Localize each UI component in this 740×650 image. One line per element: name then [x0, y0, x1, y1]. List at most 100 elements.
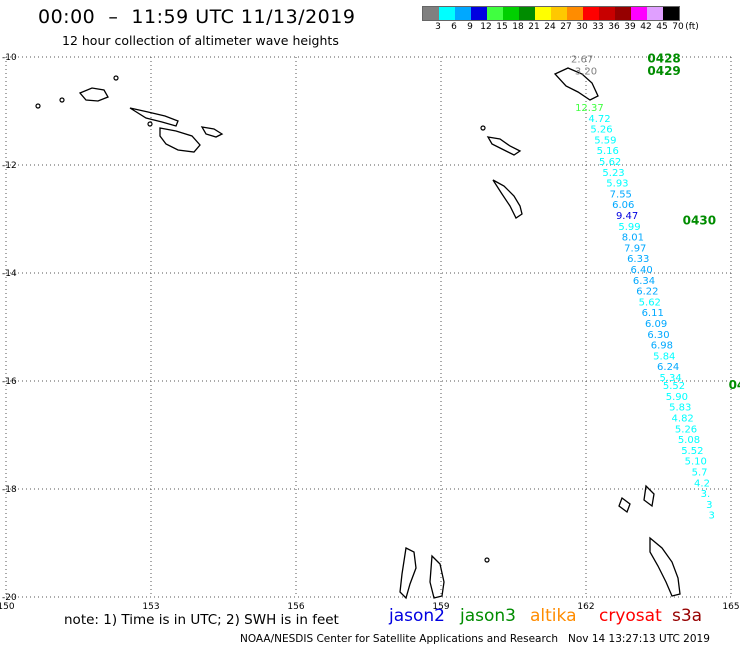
- lon-tick-label: 150: [0, 602, 15, 612]
- wave-height-label: 3.: [701, 489, 711, 500]
- satellite-jason2: jason2: [389, 606, 445, 626]
- wave-height-label: 4.72: [588, 114, 610, 125]
- wave-height-label: 12.37: [575, 103, 604, 114]
- legend-swatch: [663, 7, 679, 20]
- coastline: [159, 127, 201, 153]
- legend-swatch: [535, 7, 551, 20]
- wave-height-label: 5.34: [659, 373, 681, 384]
- coastline: [200, 126, 224, 138]
- wave-height-label: 5.62: [639, 297, 661, 308]
- wave-height-label: 8.01: [622, 233, 644, 244]
- legend-swatch: [519, 7, 535, 20]
- legend-label: 42: [640, 22, 652, 32]
- credit-line: NOAA/NESDIS Center for Satellite Applica…: [240, 633, 710, 645]
- coastline: [399, 547, 417, 600]
- legend-label: 18: [512, 22, 524, 32]
- legend-label: 6: [451, 22, 457, 32]
- coastline: [618, 496, 631, 514]
- lon-tick-label: 153: [142, 602, 159, 612]
- pass-time-label: 0430: [683, 213, 716, 227]
- coastline: [129, 107, 179, 127]
- wave-height-label: 7.55: [610, 189, 632, 200]
- map-subtitle: 12 hour collection of altimeter wave hei…: [62, 33, 339, 48]
- legend-swatch: [455, 7, 471, 20]
- wave-height-label: 5.59: [594, 135, 616, 146]
- wave-height-label: 3: [706, 500, 712, 511]
- legend-unit: (ft): [685, 22, 699, 32]
- legend-labels: 3 6 9 12 15 18 21 24 27 30 33 36 39 42 45 70 (ft): [422, 21, 699, 33]
- wave-height-label: 5.26: [675, 424, 697, 435]
- legend-swatch: [487, 7, 503, 20]
- coastline: [492, 179, 523, 219]
- color-legend: 3 6 9 12 15 18 21 24 27 30 33 36 39 42 45 70 (ft): [422, 6, 699, 33]
- wave-height-label: 6.33: [627, 254, 649, 265]
- legend-label: 39: [624, 22, 636, 32]
- wave-height-label: 5.16: [597, 146, 619, 157]
- wave-height-label: 3.20: [575, 66, 597, 77]
- legend-label: 70: [672, 22, 684, 32]
- legend-swatch: [551, 7, 567, 20]
- islet: [113, 75, 119, 81]
- coastline: [78, 87, 109, 102]
- legend-label: 27: [560, 22, 572, 32]
- satellite-s3a: s3a: [672, 606, 703, 626]
- wave-height-label: 9.47: [616, 211, 638, 222]
- lat-tick-label: -12: [2, 161, 17, 171]
- wave-height-label: 6.34: [633, 276, 655, 287]
- wave-height-label: 4.82: [672, 414, 694, 425]
- legend-swatch: [647, 7, 663, 20]
- legend-swatch: [583, 7, 599, 20]
- legend-swatch: [567, 7, 583, 20]
- legend-label: 24: [544, 22, 556, 32]
- legend-label: 15: [496, 22, 508, 32]
- wave-height-label: 4.2: [694, 478, 710, 489]
- wave-height-label: 5.62: [599, 157, 621, 168]
- legend-label: 33: [592, 22, 604, 32]
- wave-height-label: 6.06: [612, 200, 634, 211]
- satellite-cryosat: cryosat: [599, 606, 662, 626]
- wave-height-label: 5.99: [618, 222, 640, 233]
- wave-height-label: 5.83: [669, 403, 691, 414]
- legend-label: 45: [656, 22, 668, 32]
- legend-swatch: [615, 7, 631, 20]
- wave-height-label: 7.97: [624, 243, 646, 254]
- wave-height-label: 5.90: [666, 392, 688, 403]
- lon-tick-label: 162: [577, 602, 594, 612]
- wave-height-label: 6.22: [636, 287, 658, 298]
- lat-tick-label: -16: [2, 377, 17, 387]
- wave-height-label: 6.30: [647, 330, 669, 341]
- coastline: [649, 536, 681, 597]
- coastline: [429, 554, 445, 599]
- wave-height-label: 5.10: [685, 457, 707, 468]
- pass-time-label: 0429: [647, 64, 680, 78]
- legend-label: 3: [435, 22, 441, 32]
- satellite-jason3: jason3: [460, 606, 516, 626]
- legend-swatch: [471, 7, 487, 20]
- wave-height-label: 5.84: [653, 351, 675, 362]
- islet: [484, 557, 490, 563]
- legend-swatch: [599, 7, 615, 20]
- wave-height-label: 5.7: [692, 468, 708, 479]
- wave-height-label: 2.67: [571, 54, 593, 65]
- legend-swatch: [423, 7, 439, 20]
- islet: [35, 103, 41, 109]
- legend-label: 21: [528, 22, 540, 32]
- lon-tick-label: 156: [287, 602, 304, 612]
- coastline: [486, 136, 522, 156]
- wave-height-label: 6.09: [645, 319, 667, 330]
- lon-tick-label: 165: [722, 602, 739, 612]
- wave-height-label: 5.52: [681, 446, 703, 457]
- legend-swatch: [503, 7, 519, 20]
- legend-label: 9: [467, 22, 473, 32]
- pass-time-label: 04: [729, 378, 740, 392]
- lon-tick-label: 159: [432, 602, 449, 612]
- legend-label: 36: [608, 22, 620, 32]
- wave-height-label: 5.23: [602, 168, 624, 179]
- legend-swatch: [631, 7, 647, 20]
- islet: [59, 97, 65, 103]
- lat-tick-label: -18: [2, 485, 17, 495]
- map-title: 00:00 – 11:59 UTC 11/13/2019: [38, 6, 356, 28]
- wave-height-label: 6.24: [657, 362, 679, 373]
- legend-swatches: [422, 6, 680, 21]
